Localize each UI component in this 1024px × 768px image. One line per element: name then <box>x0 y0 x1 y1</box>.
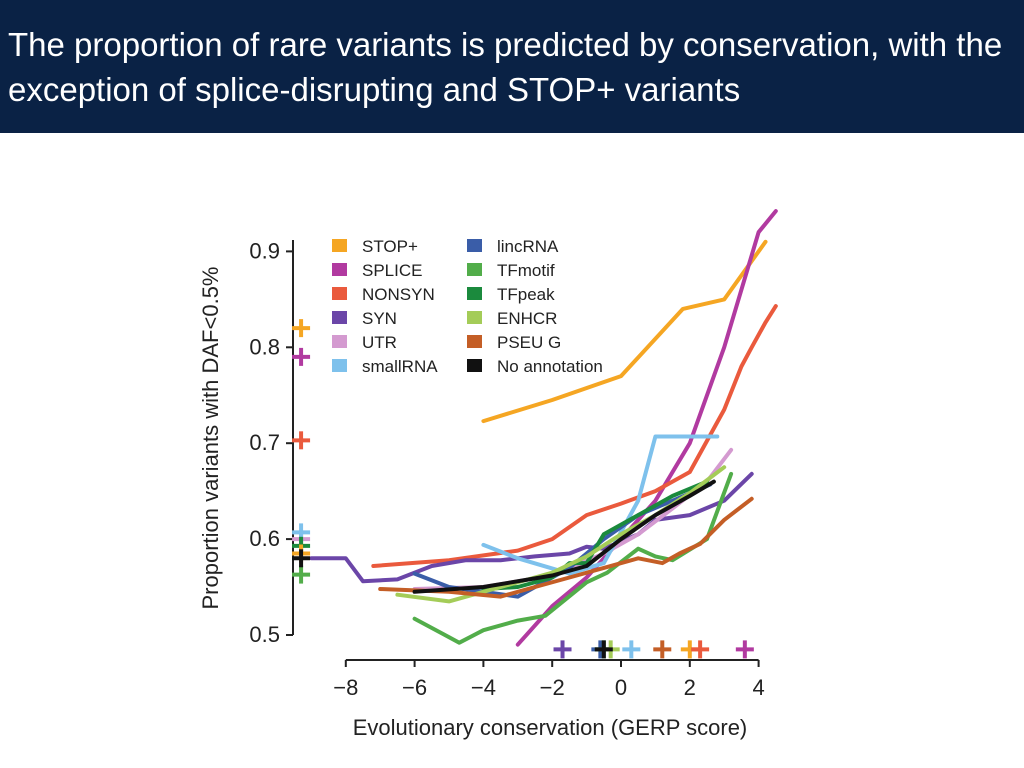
legend-swatch-no-annotation <box>467 359 482 372</box>
legend-label-nonsyn: NONSYN <box>362 285 435 304</box>
x-tick-label: −2 <box>540 675 565 700</box>
summary-mark-stop- <box>292 319 311 338</box>
legend: STOP+ SPLICE NONSYN SYN UTR smallRNA lincRNA TF… <box>332 237 603 376</box>
legend-swatch-enhcr <box>467 311 482 324</box>
series-line-stop- <box>481 239 768 424</box>
summary-mark-pseu-g <box>653 640 672 659</box>
legend-swatch-tfmotif <box>467 263 482 276</box>
legend-swatch-utr <box>332 335 347 348</box>
legend-label-lincrna: lincRNA <box>497 237 559 256</box>
summary-mark <box>292 549 311 568</box>
summary-mark <box>735 640 754 659</box>
x-tick-label: 4 <box>752 675 764 700</box>
title-bar: The proportion of rare variants is predi… <box>0 0 1024 133</box>
summary-marks-layer <box>292 319 754 659</box>
summary-mark-smallrna <box>622 640 641 659</box>
legend-label-enhcr: ENHCR <box>497 309 557 328</box>
legend-swatch-syn <box>332 311 347 324</box>
series-line-nonsyn <box>371 304 778 568</box>
summary-mark <box>691 640 710 659</box>
legend-label-smallrna: smallRNA <box>362 357 438 376</box>
legend-swatch-nonsyn <box>332 287 347 300</box>
y-tick-label: 0.6 <box>249 526 280 551</box>
summary-mark-syn <box>553 640 572 659</box>
x-tick-label: −4 <box>471 675 496 700</box>
y-tick-label: 0.5 <box>249 622 280 647</box>
summary-mark-no-annotation <box>594 640 613 659</box>
x-tick-label: 0 <box>615 675 627 700</box>
y-tick-label: 0.7 <box>249 430 280 455</box>
x-tick-label: 2 <box>684 675 696 700</box>
summary-mark-nonsyn <box>292 431 311 450</box>
legend-label-syn: SYN <box>362 309 397 328</box>
legend-swatch-lincrna <box>467 239 482 252</box>
series-line-syn <box>309 471 754 584</box>
summary-mark-splice <box>292 347 311 366</box>
y-axis-label: Proportion variants with DAF<0.5% <box>198 267 223 610</box>
legend-label-tfpeak: TFpeak <box>497 285 555 304</box>
series-line-tfmotif <box>412 471 734 645</box>
legend-swatch-pseu-g <box>467 335 482 348</box>
legend-label-utr: UTR <box>362 333 397 352</box>
legend-label-splice: SPLICE <box>362 261 422 280</box>
legend-swatch-splice <box>332 263 347 276</box>
x-tick-label: −8 <box>333 675 358 700</box>
series-line-pseu-g <box>378 496 754 599</box>
series-line-splice <box>515 209 778 647</box>
legend-swatch-stop- <box>332 239 347 252</box>
series-line-tfpeak <box>481 479 709 591</box>
legend-label-tfmotif: TFmotif <box>497 261 555 280</box>
series-line-smallrna <box>481 434 720 576</box>
legend-label-no-annotation: No annotation <box>497 357 603 376</box>
x-tick-label: −6 <box>402 675 427 700</box>
legend-swatch-smallrna <box>332 359 347 372</box>
y-tick-label: 0.9 <box>249 238 280 263</box>
y-tick-label: 0.8 <box>249 334 280 359</box>
series-line-no-annotation <box>412 479 716 594</box>
slide-title: The proportion of rare variants is predi… <box>8 26 1003 108</box>
legend-swatch-tfpeak <box>467 287 482 300</box>
series-layer <box>309 209 778 647</box>
legend-label-pseu-g: PSEU G <box>497 333 561 352</box>
legend-label-stop-: STOP+ <box>362 237 418 256</box>
summary-mark-tfmotif <box>292 565 311 584</box>
axes-layer: 0.5 0.6 0.7 0.8 0.9 −8 −6 −4 −2 0 2 4 <box>249 238 764 700</box>
x-axis-label: Evolutionary conservation (GERP score) <box>353 715 748 740</box>
